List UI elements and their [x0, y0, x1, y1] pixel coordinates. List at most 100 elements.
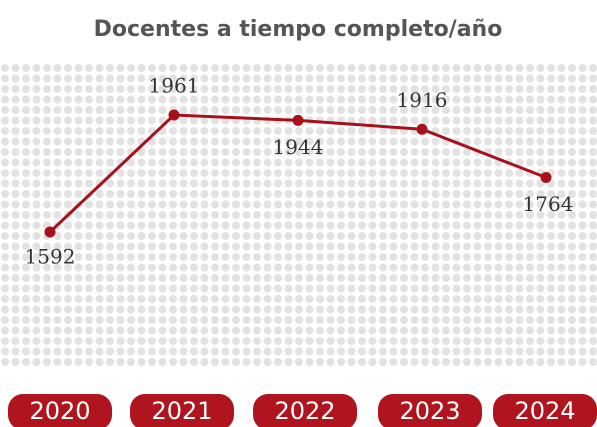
bg-dot: [43, 284, 51, 293]
bg-dot: [95, 64, 104, 72]
bg-dot: [169, 326, 177, 335]
bg-dot: [326, 221, 335, 230]
bg-dot: [589, 106, 597, 114]
bg-dot: [74, 190, 83, 198]
bg-dot: [1, 274, 9, 282]
bg-dot: [463, 347, 471, 356]
bg-dot: [358, 200, 366, 209]
bg-dot: [358, 158, 366, 167]
bg-dot: [190, 74, 198, 83]
bg-dot: [11, 148, 20, 156]
bg-dot: [547, 295, 555, 303]
bg-dot: [431, 95, 440, 104]
bg-dot: [494, 326, 503, 335]
x-tick-label: 2021: [151, 397, 212, 425]
bg-dot: [253, 211, 261, 219]
bg-dot: [190, 284, 198, 293]
bg-dot: [442, 148, 450, 156]
bg-dot: [242, 253, 251, 261]
bg-dot: [274, 85, 282, 93]
bg-dot: [53, 95, 62, 104]
bg-dot: [505, 347, 513, 356]
bg-dot: [179, 326, 188, 335]
bg-dot: [379, 295, 387, 303]
bg-dot: [536, 64, 545, 72]
bg-dot: [568, 74, 576, 83]
bg-dot: [578, 148, 587, 156]
bg-dot: [536, 253, 545, 261]
bg-dot: [557, 64, 566, 72]
bg-dot: [200, 305, 209, 314]
bg-dot: [463, 221, 471, 230]
bg-dot: [95, 232, 104, 240]
bg-dot: [568, 295, 576, 303]
bg-dot: [32, 85, 41, 93]
bg-dot: [442, 169, 450, 177]
bg-dot: [505, 326, 513, 335]
bg-dot: [484, 358, 492, 366]
bg-dot: [43, 137, 51, 146]
bg-dot: [400, 106, 408, 114]
bg-dot: [389, 64, 398, 72]
bg-dot: [568, 137, 576, 146]
bg-dot: [463, 284, 471, 293]
bg-dot: [337, 200, 345, 209]
bg-dot: [410, 347, 419, 356]
bg-dot: [242, 95, 251, 104]
bg-dot: [463, 274, 471, 282]
bg-dot: [316, 242, 324, 251]
bg-dot: [473, 127, 482, 135]
bg-dot: [253, 127, 261, 135]
bg-dot: [53, 337, 62, 345]
bg-dot: [148, 85, 156, 93]
bg-dot: [568, 169, 576, 177]
bg-dot: [116, 74, 125, 83]
bg-dot: [536, 284, 545, 293]
bg-dot: [431, 358, 440, 366]
value-label: 1944: [273, 135, 324, 159]
bg-dot: [442, 274, 450, 282]
bg-dot: [589, 85, 597, 93]
bg-dot: [337, 316, 345, 324]
bg-dot: [547, 337, 555, 345]
bg-dot: [53, 148, 62, 156]
bg-dot: [106, 74, 114, 83]
bg-dot: [515, 211, 524, 219]
bg-dot: [64, 190, 72, 198]
bg-dot: [536, 263, 545, 272]
bg-dot: [484, 190, 492, 198]
bg-dot: [274, 137, 282, 146]
bg-dot: [32, 242, 41, 251]
bg-dot: [64, 106, 72, 114]
bg-dot: [326, 127, 335, 135]
bg-dot: [200, 169, 209, 177]
bg-dot: [326, 358, 335, 366]
bg-dot: [221, 74, 230, 83]
bg-dot: [22, 200, 30, 209]
bg-dot: [11, 95, 20, 104]
bg-dot: [43, 190, 51, 198]
bg-dot: [116, 95, 125, 104]
bg-dot: [379, 158, 387, 167]
bg-dot: [22, 305, 30, 314]
bg-dot: [442, 295, 450, 303]
bg-dot: [53, 316, 62, 324]
bg-dot: [316, 326, 324, 335]
bg-dot: [431, 274, 440, 282]
bg-dot: [242, 221, 251, 230]
bg-dot: [200, 200, 209, 209]
bg-dot: [211, 158, 219, 167]
bg-dot: [368, 358, 377, 366]
bg-dot: [410, 242, 419, 251]
bg-dot: [473, 74, 482, 83]
bg-dot: [410, 106, 419, 114]
bg-dot: [526, 74, 534, 83]
bg-dot: [494, 347, 503, 356]
point: [168, 109, 180, 121]
bg-dot: [484, 242, 492, 251]
bg-dot: [190, 148, 198, 156]
bg-dot: [95, 305, 104, 314]
bg-dot: [578, 211, 587, 219]
bg-dot: [484, 316, 492, 324]
bg-dot: [536, 358, 545, 366]
